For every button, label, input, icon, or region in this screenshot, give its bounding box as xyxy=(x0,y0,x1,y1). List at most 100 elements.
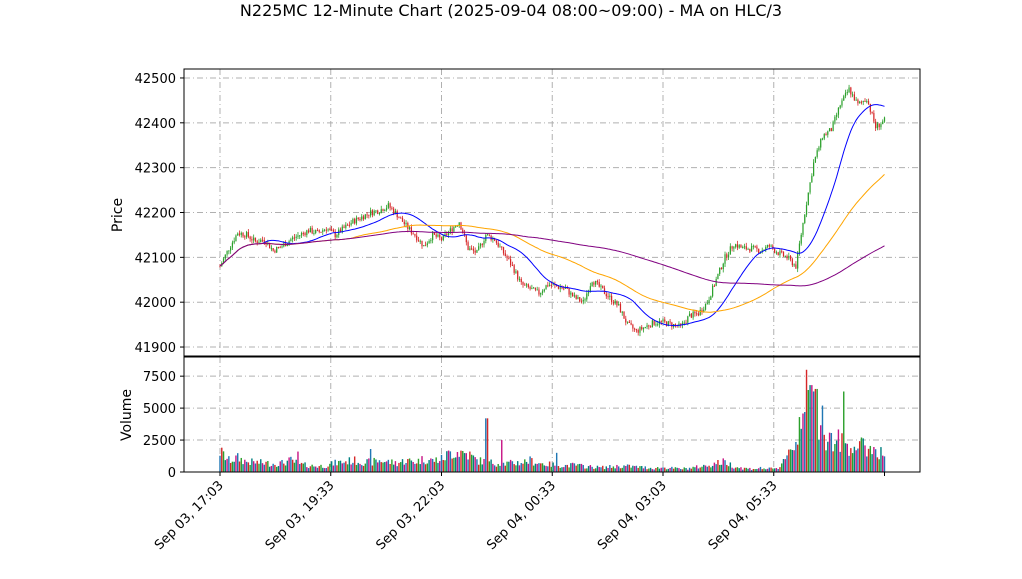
volume-bar xyxy=(527,463,530,472)
volume-bar xyxy=(685,468,687,472)
candle-body xyxy=(380,209,382,214)
candle-body xyxy=(325,229,327,231)
ma-slow-line xyxy=(219,230,885,287)
volume-axis-ticks: 0 2500 5000 7500 xyxy=(143,370,184,481)
candle-body xyxy=(494,238,496,241)
candle-body xyxy=(396,211,398,218)
candle-body xyxy=(343,226,345,228)
volume-bar xyxy=(334,459,336,472)
price-axis-label: Price xyxy=(110,198,126,232)
candle-body xyxy=(274,250,276,253)
volume-bar xyxy=(488,461,491,472)
volume-bar xyxy=(263,464,266,472)
candle-body xyxy=(784,255,786,257)
candle-body xyxy=(598,282,600,287)
volume-bar xyxy=(502,462,505,472)
volume-bar xyxy=(260,459,262,472)
candle-body xyxy=(634,328,636,330)
candle-body xyxy=(455,225,457,228)
candle-body xyxy=(836,114,838,117)
price-axis-ticks: 41900 42000 42100 42200 42300 42400 42500 xyxy=(135,72,184,356)
volume-bar xyxy=(451,458,453,472)
volume-bar xyxy=(589,465,592,472)
volume-bar xyxy=(392,464,395,472)
volume-bar xyxy=(701,466,703,472)
candle-body xyxy=(504,253,506,256)
volume-bar xyxy=(219,455,221,472)
volume-bar xyxy=(816,388,818,472)
candle-body xyxy=(738,245,740,248)
candle-body xyxy=(793,264,795,266)
volume-bar xyxy=(577,464,579,472)
candle-body xyxy=(472,248,475,251)
volume-bar xyxy=(270,465,273,472)
volume-bar xyxy=(251,458,253,472)
volume-bar xyxy=(858,441,861,472)
candle-body xyxy=(270,248,273,250)
volume-bar xyxy=(495,466,498,472)
candle-body xyxy=(742,247,744,249)
volume-bar xyxy=(594,468,597,472)
candle-body xyxy=(316,230,319,232)
volume-bar xyxy=(874,449,877,472)
candle-body xyxy=(419,240,421,242)
volume-bar xyxy=(314,466,317,472)
volume-bar xyxy=(274,464,276,472)
volume-bar xyxy=(662,467,664,472)
volume-bar xyxy=(867,448,870,472)
volume-bar xyxy=(421,456,423,472)
volume-bar xyxy=(453,457,455,472)
candle-body xyxy=(639,326,641,333)
volume-bar xyxy=(481,464,483,472)
candle-body xyxy=(745,246,747,250)
volume-bar xyxy=(513,464,515,472)
candle-body xyxy=(222,258,225,264)
volume-bar xyxy=(499,465,501,472)
candle-body xyxy=(527,284,529,288)
volume-bar xyxy=(325,468,328,472)
volume-bar xyxy=(532,465,535,472)
candle-body xyxy=(731,246,733,249)
volume-bar xyxy=(550,466,553,472)
volume-bar xyxy=(501,440,503,472)
candle-body xyxy=(522,282,524,285)
candle-body xyxy=(398,217,400,219)
volume-bar xyxy=(332,465,335,472)
candle-body xyxy=(433,232,436,235)
volume-bar xyxy=(444,460,446,472)
candle-body xyxy=(674,324,677,326)
volume-bar xyxy=(242,464,244,472)
volume-bar xyxy=(318,466,320,472)
volume-bar xyxy=(389,463,391,472)
volume-bar xyxy=(648,468,650,472)
volume-bar xyxy=(228,456,230,472)
volume-bar xyxy=(699,467,701,472)
candle-body xyxy=(375,210,377,212)
volume-bar xyxy=(407,459,409,472)
candle-body xyxy=(766,245,769,247)
volume-bar xyxy=(231,461,234,472)
candle-body xyxy=(384,209,386,212)
volume-bar xyxy=(357,462,359,472)
volume-bar xyxy=(371,465,374,472)
volume-bar xyxy=(800,428,802,472)
volume-bar xyxy=(713,462,716,472)
candle-body xyxy=(649,326,652,328)
volume-bar xyxy=(745,467,747,472)
volume-bar xyxy=(449,451,452,472)
volume-bar xyxy=(456,451,459,472)
volume-bar xyxy=(224,460,227,472)
volume-bar xyxy=(433,461,436,472)
price-tick-label: 41900 xyxy=(135,341,176,356)
volume-bar xyxy=(536,463,538,472)
volume-bar xyxy=(547,466,549,472)
x-tick-label: Sep 03, 22:03 xyxy=(373,478,448,553)
candle-body xyxy=(782,251,785,257)
candle-body xyxy=(242,232,244,237)
candle-body xyxy=(727,254,730,258)
volume-bar xyxy=(423,462,425,472)
candle-body xyxy=(869,103,871,112)
volume-bar xyxy=(252,461,255,472)
volume-bar xyxy=(827,441,829,472)
volume-bar xyxy=(809,385,811,472)
